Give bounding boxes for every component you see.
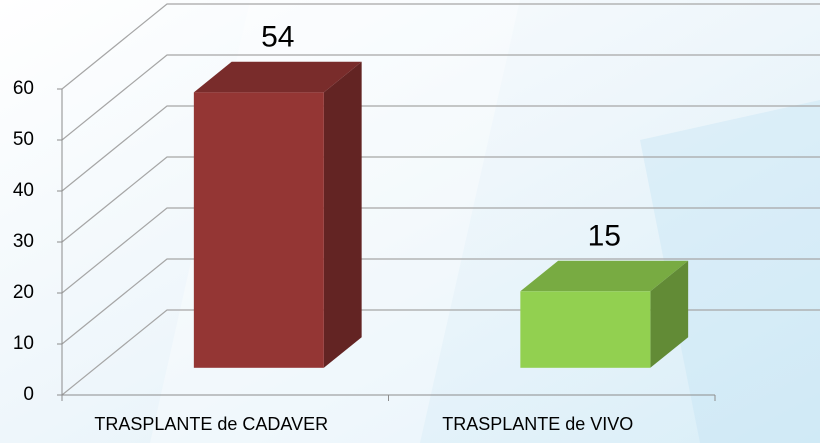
- bar: [193, 92, 324, 368]
- grid-line: [61, 105, 820, 192]
- bar-side: [323, 61, 362, 368]
- y-tick-label: 0: [23, 384, 34, 405]
- y-tick-label: 50: [13, 129, 34, 150]
- grid-line: [61, 258, 820, 345]
- x-tick-label: TRASPLANTE de VIVO: [442, 414, 633, 434]
- value-label: 54: [261, 21, 294, 54]
- bar-top: [520, 260, 689, 292]
- y-tick-label: 40: [13, 180, 34, 201]
- y-tick-label: 60: [13, 78, 34, 99]
- value-label: 15: [588, 220, 621, 253]
- bar-top: [193, 61, 362, 93]
- bar-side: [650, 260, 689, 368]
- grid-line: [61, 207, 820, 294]
- grid-line: [61, 156, 820, 243]
- x-tick-label: TRASPLANTE de CADAVER: [94, 414, 328, 434]
- grid-line: [61, 54, 820, 141]
- y-tick-label: 20: [13, 282, 34, 303]
- watermark: [640, 100, 820, 443]
- y-tick-label: 10: [13, 333, 34, 354]
- grid-line: [61, 3, 820, 90]
- bar: [520, 291, 651, 368]
- y-tick-label: 30: [13, 231, 34, 252]
